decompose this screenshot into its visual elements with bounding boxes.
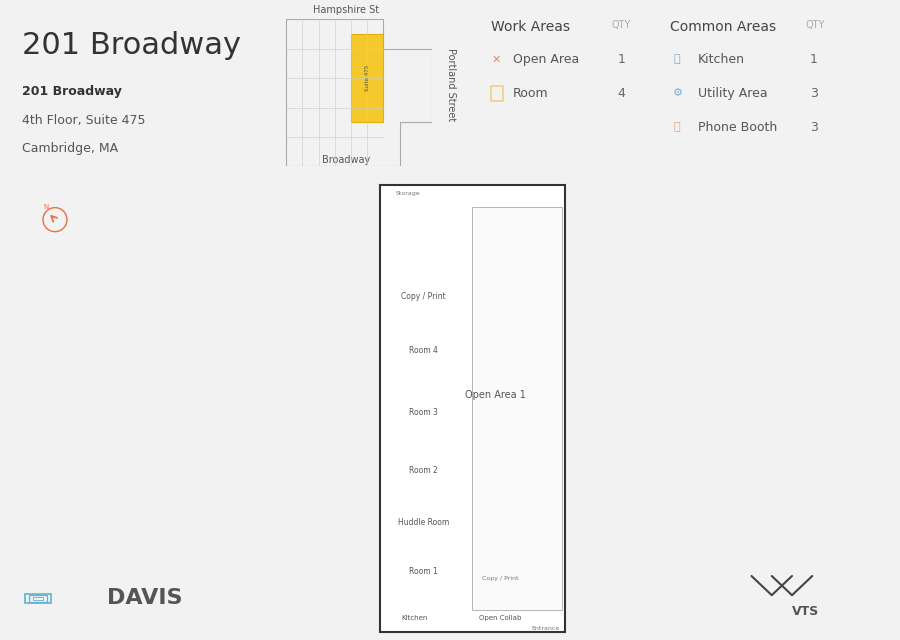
Text: Room 2: Room 2 xyxy=(410,467,438,476)
Text: Storage: Storage xyxy=(395,191,420,196)
Text: Open Area: Open Area xyxy=(513,53,580,66)
Bar xyxy=(482,266,489,270)
Bar xyxy=(382,604,446,631)
Text: Portland Street: Portland Street xyxy=(446,48,456,122)
Text: 4: 4 xyxy=(617,87,626,100)
Bar xyxy=(482,404,489,408)
Text: ✕: ✕ xyxy=(491,54,500,65)
Bar xyxy=(476,481,482,484)
Bar xyxy=(482,333,489,337)
Text: Entrance: Entrance xyxy=(532,627,560,632)
Text: 📞: 📞 xyxy=(673,122,680,132)
Text: QTY: QTY xyxy=(612,20,632,30)
Bar xyxy=(489,477,495,480)
Bar xyxy=(382,274,465,319)
Text: Room 1: Room 1 xyxy=(410,567,438,576)
Text: Huddle Room: Huddle Room xyxy=(398,518,449,527)
Text: 4th Floor, Suite 475: 4th Floor, Suite 475 xyxy=(22,114,146,127)
Text: Room: Room xyxy=(513,87,549,100)
Text: N: N xyxy=(43,204,48,210)
Text: Copy / Print: Copy / Print xyxy=(401,292,446,301)
Text: Room 4: Room 4 xyxy=(410,346,438,355)
Polygon shape xyxy=(351,34,383,122)
Bar xyxy=(476,552,482,556)
Text: ⚙: ⚙ xyxy=(673,88,683,99)
Text: Work Areas: Work Areas xyxy=(491,20,570,35)
Bar xyxy=(382,444,465,498)
Text: Cambridge, MA: Cambridge, MA xyxy=(22,143,119,156)
Bar xyxy=(29,595,47,602)
Text: Utility Area: Utility Area xyxy=(698,87,767,100)
Bar xyxy=(472,207,562,610)
Text: Common Areas: Common Areas xyxy=(670,20,777,35)
Bar xyxy=(482,552,489,556)
Bar xyxy=(382,386,465,440)
Bar xyxy=(25,594,50,603)
Text: QTY: QTY xyxy=(806,20,825,30)
Bar xyxy=(382,211,465,265)
Text: 201 Broadway: 201 Broadway xyxy=(22,84,122,98)
Bar xyxy=(489,266,495,270)
Text: 1: 1 xyxy=(617,53,626,66)
Bar xyxy=(482,271,489,274)
Text: Phone Booth: Phone Booth xyxy=(698,121,777,134)
Bar xyxy=(476,271,482,274)
Text: Open Area 1: Open Area 1 xyxy=(465,390,526,400)
Bar xyxy=(476,338,482,341)
Text: 1: 1 xyxy=(810,53,818,66)
Bar xyxy=(382,547,465,596)
Text: Suite 475: Suite 475 xyxy=(364,65,370,92)
Bar xyxy=(476,404,482,408)
Bar xyxy=(489,271,495,274)
Bar xyxy=(454,604,546,631)
Bar xyxy=(476,266,482,270)
Bar xyxy=(482,477,489,480)
Bar xyxy=(476,401,482,404)
Bar xyxy=(380,184,565,632)
Bar xyxy=(382,502,465,543)
Text: 201 Broadway: 201 Broadway xyxy=(22,31,241,60)
Bar xyxy=(482,401,489,404)
Text: Hampshire St: Hampshire St xyxy=(313,5,380,15)
Bar xyxy=(476,333,482,337)
Text: Broadway: Broadway xyxy=(322,154,371,164)
Text: Room 3: Room 3 xyxy=(410,408,438,417)
Text: Kitchen: Kitchen xyxy=(401,614,428,621)
Text: VTS: VTS xyxy=(792,605,819,618)
Text: DAVIS: DAVIS xyxy=(107,588,183,609)
Bar xyxy=(482,481,489,484)
Bar xyxy=(489,338,495,341)
Bar xyxy=(476,557,482,561)
Bar xyxy=(489,401,495,404)
Text: 3: 3 xyxy=(810,121,818,134)
Bar xyxy=(476,477,482,480)
Bar xyxy=(482,338,489,341)
Bar xyxy=(482,557,489,561)
Text: 3: 3 xyxy=(810,87,818,100)
Bar xyxy=(489,481,495,484)
Text: Kitchen: Kitchen xyxy=(698,53,744,66)
Bar xyxy=(489,333,495,337)
Bar xyxy=(489,404,495,408)
Bar xyxy=(33,596,43,600)
Text: Open Collab: Open Collab xyxy=(479,614,521,621)
Text: Copy / Print: Copy / Print xyxy=(482,576,518,581)
Text: 🍴: 🍴 xyxy=(673,54,680,65)
Bar xyxy=(489,557,495,561)
Bar xyxy=(382,323,465,377)
Bar xyxy=(489,552,495,556)
